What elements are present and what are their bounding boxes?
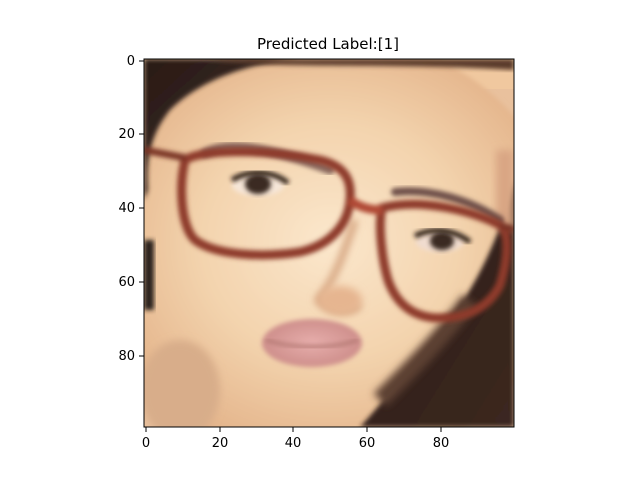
x-tick-label: 0 <box>142 436 150 451</box>
x-tick-label: 60 <box>359 436 376 451</box>
y-tick-label: 80 <box>118 349 135 364</box>
x-axis: 0 20 40 60 80 <box>142 427 449 451</box>
x-tick-label: 80 <box>433 436 450 451</box>
x-tick-label: 40 <box>285 436 302 451</box>
y-tick-label: 20 <box>118 127 135 142</box>
y-tick-label: 60 <box>118 275 135 290</box>
glasses-frame <box>144 146 514 323</box>
y-axis: 0 20 40 60 80 <box>118 54 144 364</box>
x-tick-label: 20 <box>212 436 229 451</box>
y-tick-label: 0 <box>127 54 135 69</box>
face-photo <box>144 59 514 427</box>
image-border <box>143 58 515 428</box>
y-tick-label: 40 <box>118 201 135 216</box>
figure-title: Predicted Label:[1] <box>257 35 399 53</box>
